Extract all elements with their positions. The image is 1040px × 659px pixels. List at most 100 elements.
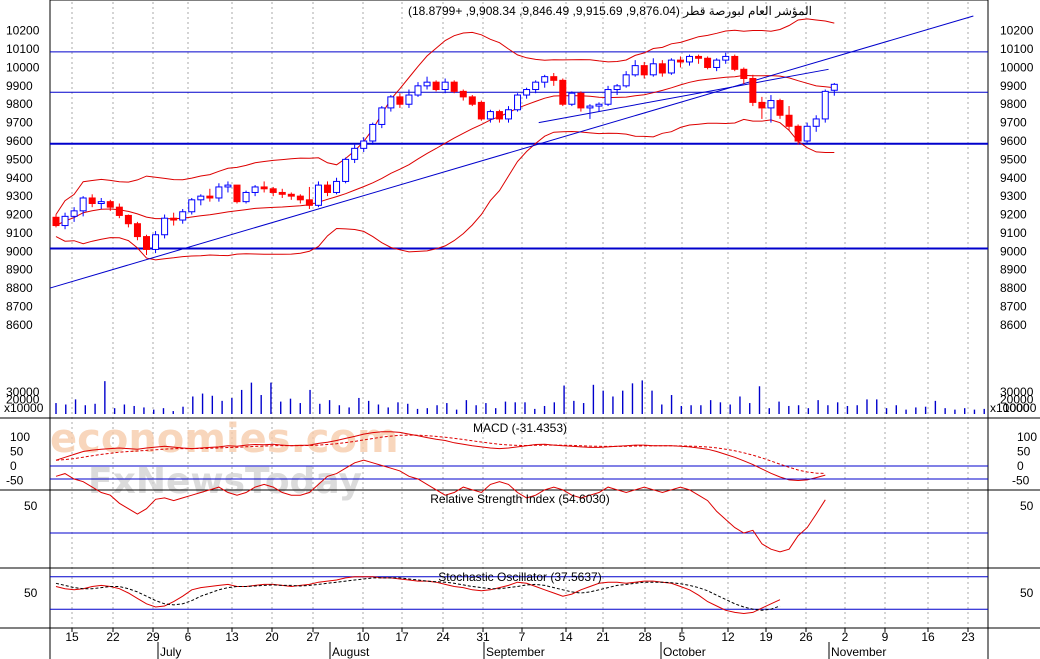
stochastic-panel: [50, 576, 988, 615]
x-month-label: October: [663, 645, 706, 659]
price-tick-right: 10100: [1000, 42, 1034, 56]
candle-body: [97, 201, 105, 204]
candle-body: [423, 81, 431, 87]
price-tick-left: 9100: [6, 226, 33, 240]
macd-tick-left: 100: [10, 430, 30, 444]
x-day-label: 17: [395, 630, 409, 644]
macd-signal-line: [55, 434, 826, 474]
candle-body: [450, 81, 458, 92]
x-day-label: 19: [759, 630, 773, 644]
candle-body: [658, 63, 666, 74]
candle-body: [649, 63, 657, 76]
rsi-tick-right: 50: [1020, 499, 1034, 513]
candle-body: [695, 55, 703, 59]
candle-body: [794, 125, 802, 142]
macd-line: [55, 431, 826, 482]
candle-body: [396, 96, 404, 105]
price-tick-left: 9300: [6, 189, 33, 203]
price-tick-left: 9500: [6, 152, 33, 166]
candle-body: [432, 81, 440, 91]
candle-body: [351, 147, 359, 160]
macd-tick-right: 100: [1017, 430, 1037, 444]
price-tick-right: 8700: [1000, 299, 1027, 313]
price-tick-right: 9400: [1000, 171, 1027, 185]
x-day-label: 15: [65, 630, 79, 644]
price-tick-left: 9800: [6, 97, 33, 111]
x-day-label: 12: [721, 630, 735, 644]
price-tick-right: 9100: [1000, 226, 1027, 240]
candle-body: [70, 210, 78, 217]
candle-body: [785, 114, 793, 127]
macd-tick-left: 0: [10, 459, 17, 473]
price-tick-right: 9500: [1000, 152, 1027, 166]
candle-body: [179, 211, 187, 221]
volume-multiplier-left: x10000: [4, 401, 44, 415]
candle-body: [251, 186, 259, 193]
candle-body: [369, 123, 377, 142]
watermark: economies.com FxNewsToday: [50, 416, 399, 502]
candle-body: [143, 236, 150, 250]
candle-body: [61, 215, 69, 227]
x-day-label: 22: [106, 630, 120, 644]
candle-body: [830, 83, 838, 91]
macd-tick-right: 50: [1017, 445, 1031, 459]
candle-body: [604, 89, 612, 105]
candle-body: [713, 59, 721, 68]
bollinger-middle: [55, 74, 835, 226]
volume-multiplier-right: x10000: [990, 401, 1030, 415]
candle-body: [215, 186, 223, 199]
x-day-label: 27: [306, 630, 320, 644]
x-day-label: 7: [519, 630, 526, 644]
candle-body: [324, 184, 331, 193]
x-day-label: 23: [961, 630, 975, 644]
candle-body: [115, 206, 123, 216]
candle-body: [640, 65, 648, 76]
volume-tick-right: 20000: [1000, 392, 1034, 406]
trendline: [538, 68, 829, 124]
macd-tick-left: -50: [6, 474, 24, 488]
price-tick-left: 10100: [6, 42, 40, 56]
candle-body: [559, 79, 567, 105]
candle-body: [667, 59, 675, 74]
candle-body: [88, 197, 96, 204]
price-tick-left: 9600: [6, 134, 33, 148]
price-tick-right: 10000: [1000, 60, 1034, 74]
candle-body: [821, 90, 829, 120]
price-tick-left: 8800: [6, 281, 33, 295]
price-tick-right: 9900: [1000, 79, 1027, 93]
candle-body: [305, 199, 313, 206]
stoch-k-line: [55, 576, 781, 615]
candle-body: [405, 94, 413, 105]
x-day-label: 14: [559, 630, 573, 644]
x-month-label: September: [486, 645, 545, 659]
plot-frame: [49, 0, 989, 629]
x-day-label: 2: [842, 630, 849, 644]
candle-body: [188, 199, 196, 213]
volume-tick-right: 10000: [1003, 401, 1037, 415]
candle-body: [749, 77, 757, 103]
price-tick-right: 9000: [1000, 244, 1027, 258]
rsi-panel: [50, 459, 988, 553]
candle-body: [812, 118, 820, 127]
bollinger-lower: [55, 118, 835, 261]
candle-body: [622, 74, 630, 87]
macd-label: MACD (-31.4353): [473, 421, 567, 435]
price-tick-right: 9800: [1000, 97, 1027, 111]
candle-body: [686, 55, 693, 63]
price-tick-right: 9200: [1000, 208, 1027, 222]
macd-tick-right: -50: [1012, 474, 1030, 488]
x-month-label: November: [831, 645, 886, 659]
candle-body: [776, 100, 784, 116]
candle-body: [152, 234, 160, 250]
x-day-label: 16: [921, 630, 935, 644]
watermark-economies: economies.com: [50, 416, 399, 462]
candle-body: [803, 125, 811, 142]
candle-body: [333, 180, 341, 193]
candle-body: [133, 223, 141, 238]
candle-body: [477, 101, 485, 120]
candle-body: [441, 81, 449, 91]
price-tick-right: 9700: [1000, 116, 1027, 130]
x-day-label: 10: [356, 630, 370, 644]
candle-body: [541, 76, 549, 83]
